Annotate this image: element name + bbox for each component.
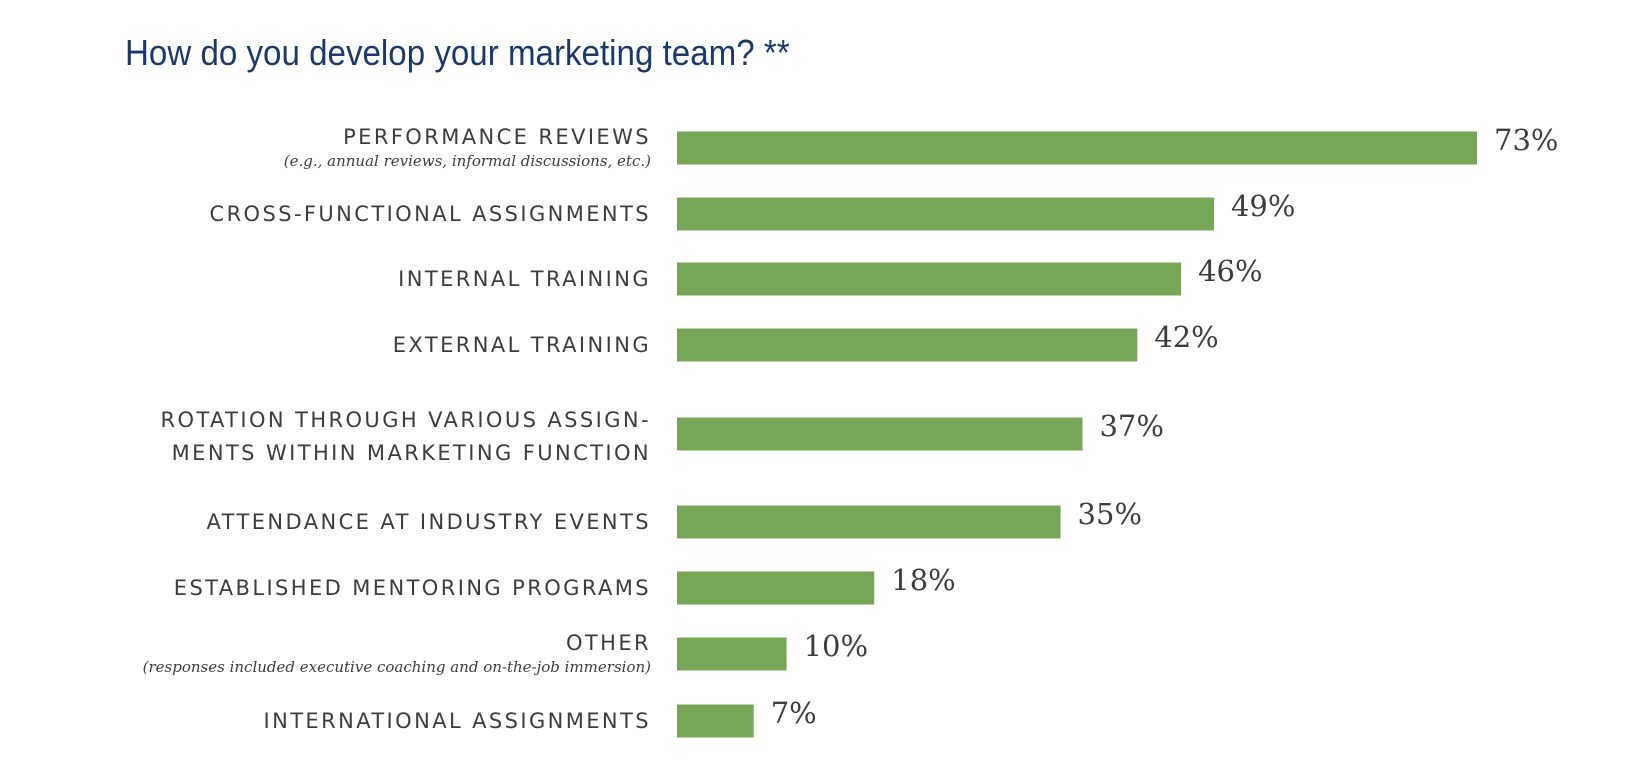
bar (677, 417, 1083, 451)
bar (677, 505, 1061, 539)
value-label: 73% (1494, 123, 1558, 157)
bar (677, 637, 787, 671)
bar (677, 197, 1214, 231)
value-label: 7% (771, 696, 817, 730)
category-label: MENTS WITHIN MARKETING FUNCTION (172, 441, 651, 465)
category-label: ROTATION THROUGH VARIOUS ASSIGN- (161, 408, 652, 432)
value-label: 10% (804, 629, 868, 663)
category-label: INTERNATIONAL ASSIGNMENTS (264, 709, 652, 733)
value-label: 35% (1078, 497, 1142, 531)
chart-title: How do you develop your marketing team? … (125, 32, 790, 73)
bar (677, 131, 1477, 165)
category-label: PERFORMANCE REVIEWS (343, 125, 651, 149)
bar (677, 704, 754, 738)
bar (677, 262, 1182, 296)
category-label: ATTENDANCE AT INDUSTRY EVENTS (207, 510, 651, 534)
value-label: 18% (891, 563, 955, 597)
bar (677, 328, 1138, 362)
value-label: 37% (1099, 409, 1163, 443)
value-label: 49% (1231, 189, 1295, 223)
value-label: 42% (1154, 320, 1218, 354)
category-label: OTHER (566, 631, 651, 655)
value-label: 46% (1198, 254, 1262, 288)
category-label: INTERNAL TRAINING (398, 267, 651, 291)
category-label: CROSS-FUNCTIONAL ASSIGNMENTS (210, 202, 652, 226)
category-label: ESTABLISHED MENTORING PROGRAMS (174, 576, 651, 600)
category-note: (e.g., annual reviews, informal discussi… (284, 152, 651, 170)
bar (677, 571, 875, 605)
category-note: (responses included executive coaching a… (143, 658, 651, 676)
category-label: EXTERNAL TRAINING (393, 333, 651, 357)
